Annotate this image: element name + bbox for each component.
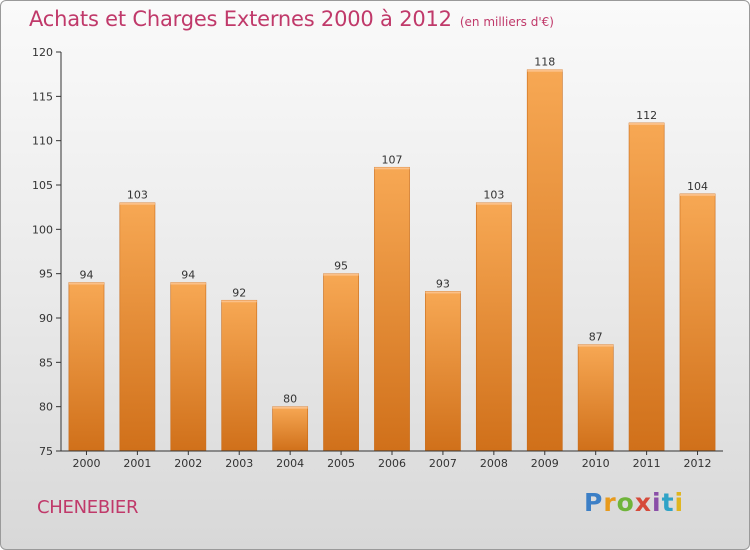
bar-highlight (170, 282, 206, 285)
bar (119, 202, 156, 452)
bar-highlight (476, 202, 512, 205)
bar-value-label: 104 (687, 180, 708, 193)
bar-highlight (425, 291, 461, 294)
x-tick-label: 2000 (72, 457, 100, 470)
bar-value-label: 94 (181, 269, 195, 282)
bar (170, 282, 207, 452)
y-tick-label: 115 (32, 90, 53, 103)
y-tick-label: 120 (32, 46, 53, 59)
bar (221, 299, 258, 452)
x-tick-label: 2011 (633, 457, 661, 470)
logo-letter: i (652, 488, 662, 517)
bar-value-label: 93 (436, 277, 450, 290)
x-tick-label: 2012 (684, 457, 712, 470)
logo-letter: x (634, 488, 652, 517)
logo-letter: P (584, 488, 604, 517)
bar-value-label: 92 (232, 286, 246, 299)
logo-letter: i (674, 488, 685, 517)
bar-highlight (272, 406, 308, 409)
bar-highlight (629, 122, 665, 125)
y-tick-label: 95 (39, 268, 53, 281)
y-tick-label: 85 (39, 356, 53, 369)
x-tick-label: 2004 (276, 457, 304, 470)
bar-value-label: 94 (79, 269, 93, 282)
bar-value-label: 87 (589, 331, 603, 344)
x-tick-label: 2002 (174, 457, 202, 470)
bar-highlight (578, 344, 614, 347)
bar-highlight (323, 273, 359, 276)
bar-highlight (374, 167, 410, 170)
x-tick-label: 2006 (378, 457, 406, 470)
x-tick-label: 2005 (327, 457, 355, 470)
bar (679, 193, 716, 452)
axis-layer: 75 80 85 90 95 100 105 110 115 120 2000 2001 2002 200… (32, 46, 723, 470)
bar (526, 69, 563, 452)
bar (68, 282, 105, 452)
bar-highlight (527, 69, 563, 72)
commune-name: CHENEBIER (37, 497, 139, 518)
bar (425, 291, 461, 452)
chart-title-unit: (en milliers d'€) (459, 15, 554, 29)
bar (628, 122, 665, 452)
y-tick-label: 105 (32, 179, 53, 192)
x-tick-label: 2003 (225, 457, 253, 470)
x-tick-label: 2008 (480, 457, 508, 470)
bar-highlight (68, 282, 105, 285)
bar-value-label: 80 (283, 393, 297, 406)
x-tick-label: 2001 (123, 457, 151, 470)
y-tick-label: 110 (32, 135, 53, 148)
bar-value-label: 103 (127, 189, 148, 202)
bar (374, 166, 410, 452)
bar (475, 202, 512, 452)
logo-letter: o (616, 488, 635, 517)
y-tick-label: 90 (39, 312, 53, 325)
bar-highlight (221, 300, 257, 303)
bar-highlight (679, 193, 716, 196)
y-tick-label: 80 (39, 401, 53, 414)
bar-value-label: 103 (483, 189, 504, 202)
bar (323, 273, 359, 452)
chart-title-text: Achats et Charges Externes 2000 à 2012 (29, 7, 452, 31)
bar (272, 406, 309, 452)
x-tick-label: 2009 (531, 457, 559, 470)
bar-value-label: 95 (334, 260, 348, 273)
y-tick-label: 100 (32, 223, 53, 236)
bar-highlight (119, 202, 155, 205)
logo-letter: r (603, 488, 617, 517)
x-tick-label: 2010 (582, 457, 610, 470)
bars-layer: 94 103 94 92 80 95 107 93 103 118 87 112 104 (68, 56, 716, 452)
bar (577, 344, 614, 452)
chart-title: Achats et Charges Externes 2000 à 2012 (e… (29, 7, 554, 31)
bar-value-label: 112 (636, 109, 657, 122)
bar-value-label: 107 (382, 153, 403, 166)
proxiti-logo: Proxiti (584, 488, 684, 517)
logo-letter: t (661, 488, 675, 517)
y-tick-label: 75 (39, 445, 53, 458)
bar-value-label: 118 (534, 56, 555, 69)
x-tick-label: 2007 (429, 457, 457, 470)
